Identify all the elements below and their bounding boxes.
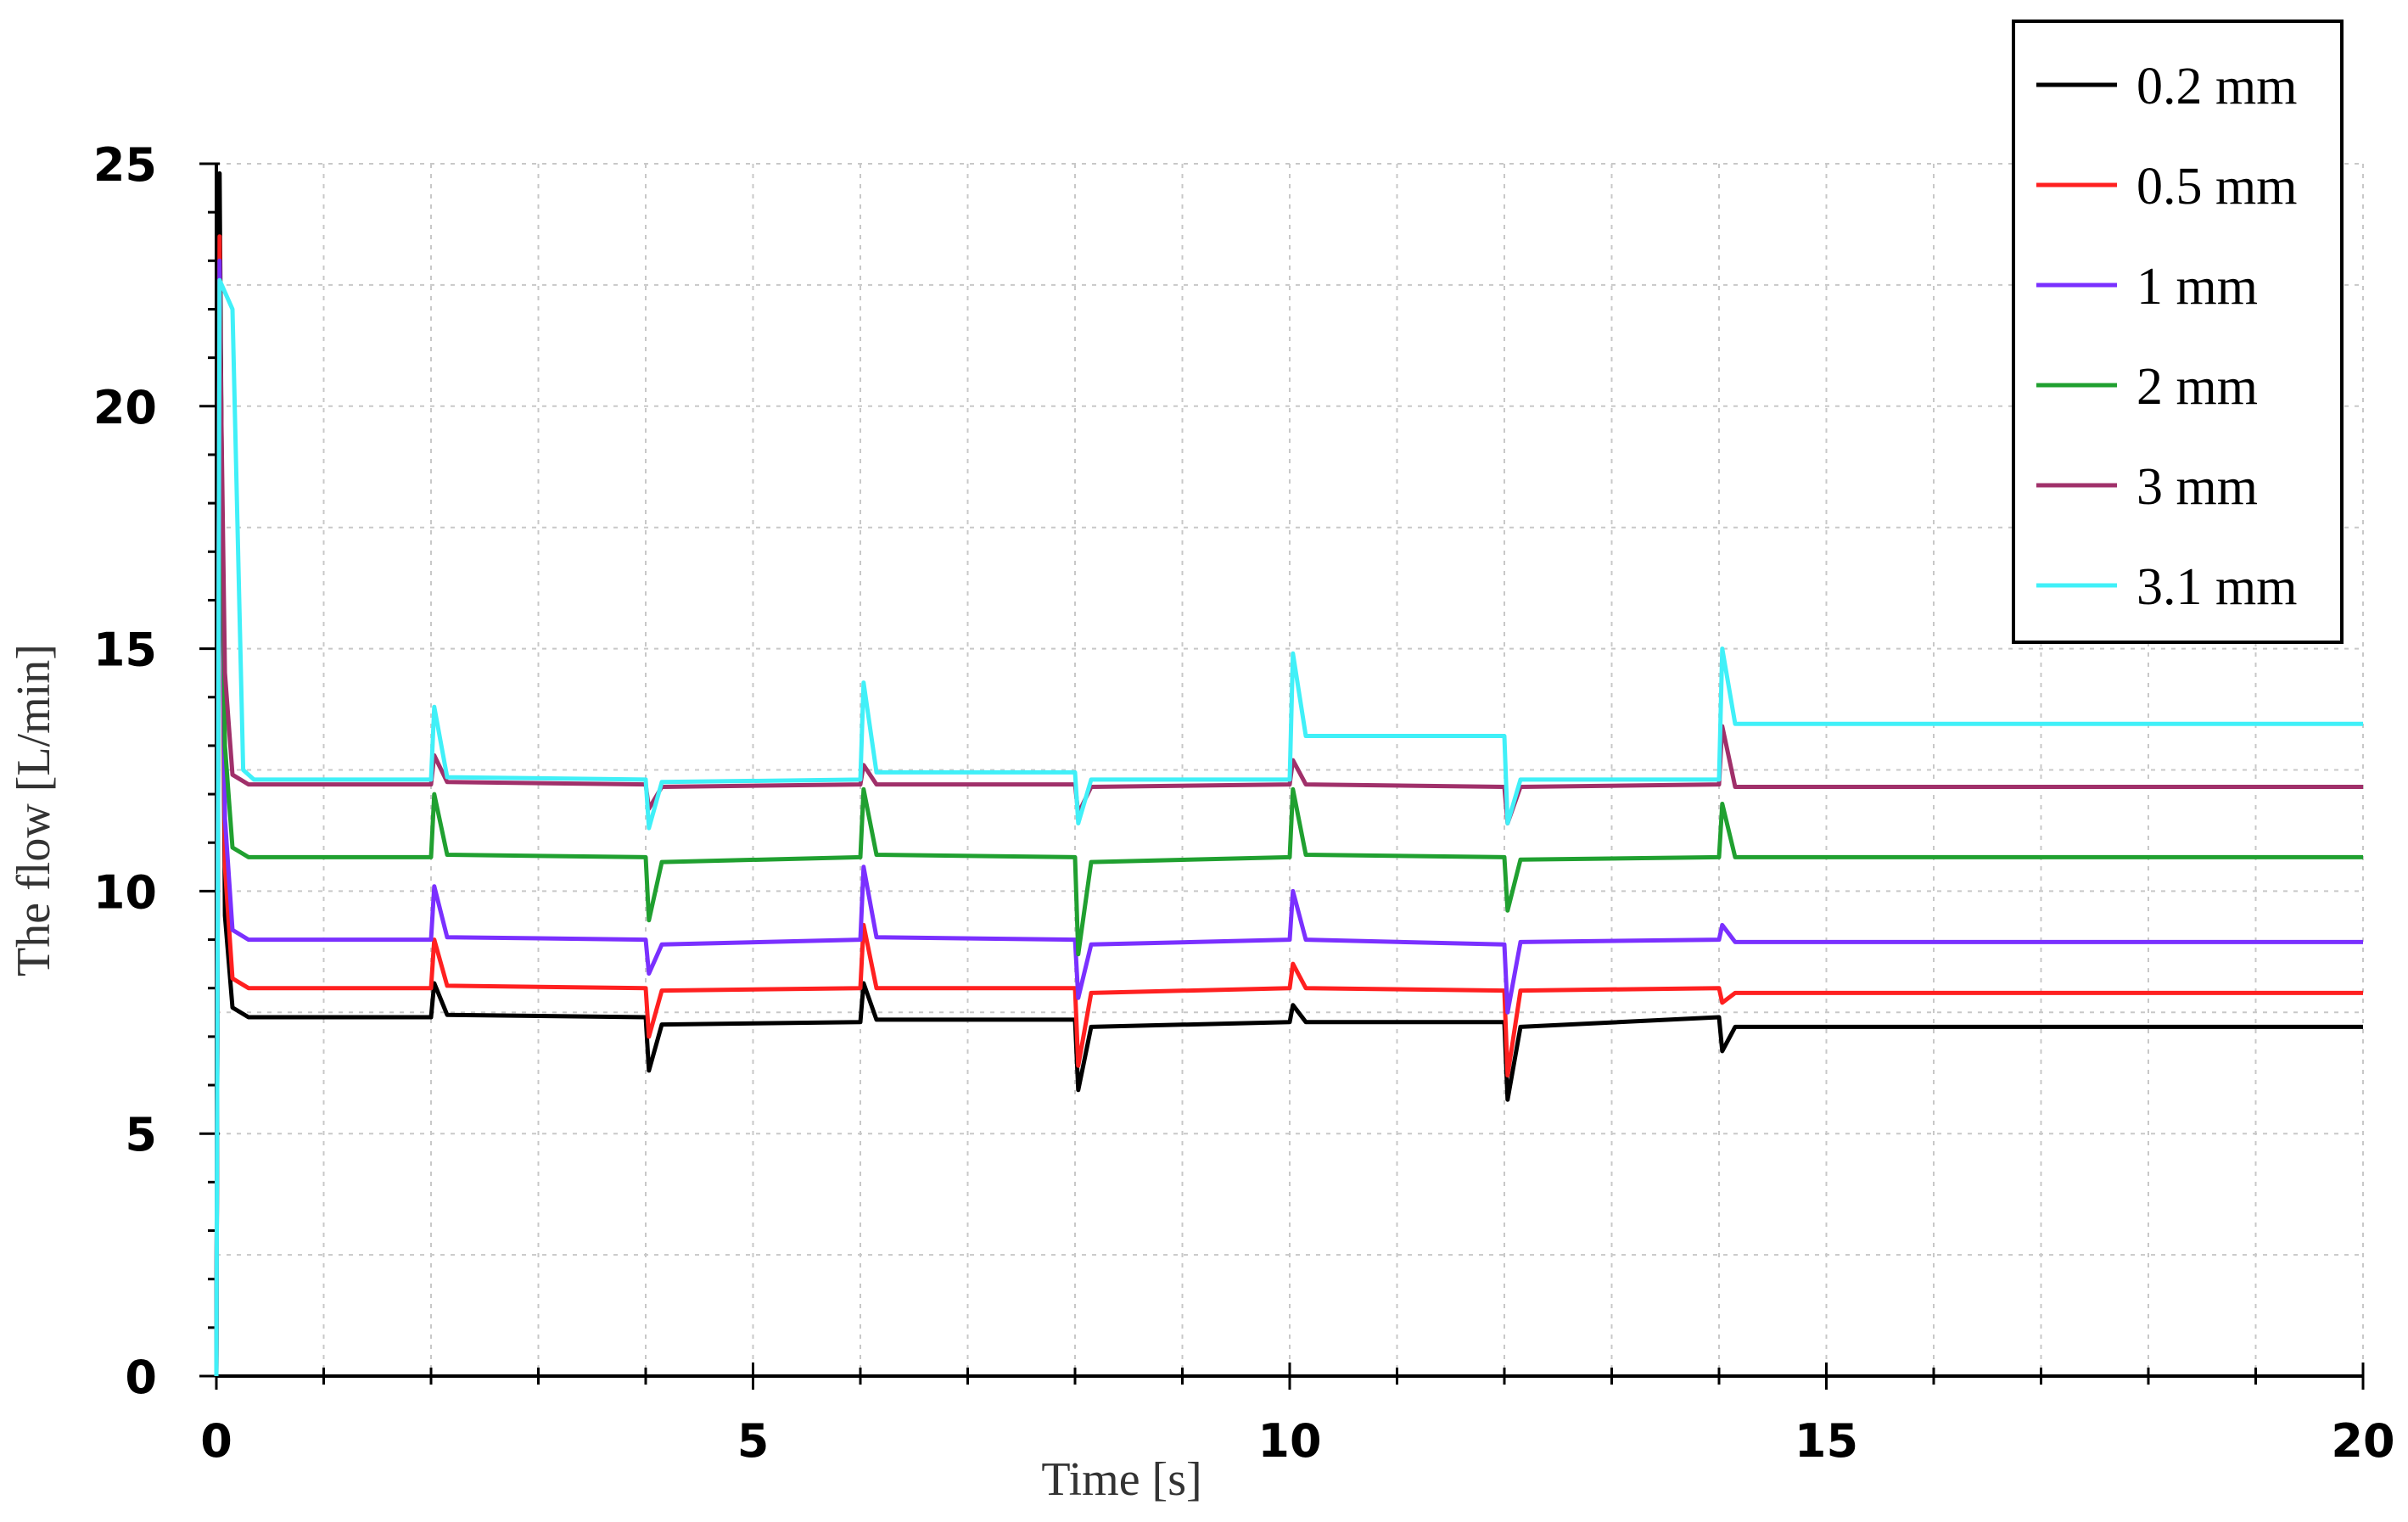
legend-label: 3.1 mm xyxy=(2136,558,2297,616)
legend-label: 3 mm xyxy=(2136,458,2258,516)
y-tick-label: 25 xyxy=(93,138,157,192)
y-tick-label: 20 xyxy=(93,381,157,434)
y-tick-label: 10 xyxy=(93,865,157,919)
legend: 0.2 mm 0.5 mm 1 mm 2 mm 3 mm 3.1 mm xyxy=(2012,20,2344,644)
y-tick-label: 15 xyxy=(93,624,157,677)
x-tick-label: 20 xyxy=(2331,1414,2394,1468)
series-line-6 xyxy=(214,277,2363,1377)
tick-labels: 0 5 10 15 20 0 5 10 15 20 25 xyxy=(93,138,2395,1468)
series-line-2 xyxy=(214,234,2363,1377)
series-line-1 xyxy=(214,171,2363,1377)
series-line-3 xyxy=(214,258,2363,1377)
series-line-4 xyxy=(214,283,2363,1377)
legend-label: 2 mm xyxy=(2136,358,2258,416)
x-tick-label: 15 xyxy=(1795,1414,1858,1468)
x-tick-label: 0 xyxy=(200,1414,232,1468)
x-tick-label: 10 xyxy=(1257,1414,1321,1468)
x-tick-label: 5 xyxy=(737,1414,770,1468)
legend-label: 0.2 mm xyxy=(2136,58,2297,115)
legend-box xyxy=(2012,20,2344,644)
legend-label: 1 mm xyxy=(2136,258,2258,316)
y-tick-label: 0 xyxy=(125,1351,157,1404)
legend-items: 0.2 mm 0.5 mm 1 mm 2 mm 3 mm 3.1 mm xyxy=(2036,58,2297,616)
y-tick-label: 5 xyxy=(125,1108,157,1161)
series-lines xyxy=(214,171,2363,1377)
x-axis-label: Time [s] xyxy=(1041,1453,1201,1506)
y-axis-label: The flow [L/min] xyxy=(8,644,60,976)
legend-label: 0.5 mm xyxy=(2136,158,2297,215)
